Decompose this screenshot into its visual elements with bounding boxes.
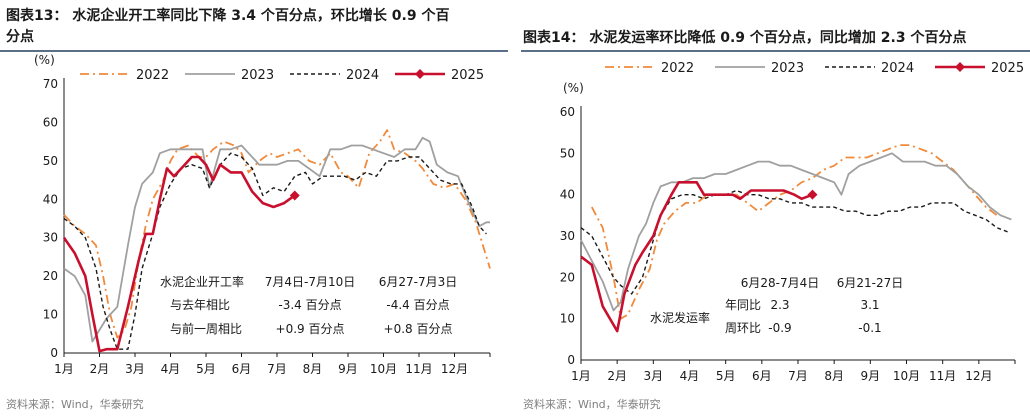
legend-label-2024: 2024 [346,68,379,83]
legend-label-2023: 2023 [241,68,274,83]
legend-label-2022: 2022 [661,61,694,76]
y-axis-unit-label: (%) [34,53,55,67]
table-row-value-1: -0.9 [768,321,791,335]
y-tick-label: 40 [560,188,575,202]
table-row-label: 与去年相比 [170,298,230,312]
table-row-label: 周环比 [725,321,761,335]
y-tick-label: 10 [560,312,575,326]
left-source-note: 资料来源：Wind，华泰研究 [6,398,144,411]
x-tick-label: 10月 [370,362,397,376]
x-tick-label: 9月 [861,369,881,383]
x-tick-label: 4月 [680,369,700,383]
y-tick-label: 30 [560,229,575,243]
x-tick-label: 3月 [125,362,145,376]
x-tick-label: 1月 [54,362,74,376]
table-row-value-1: -3.4 百分点 [278,298,341,312]
x-tick-label: 12月 [441,362,468,376]
x-tick-label: 11月 [929,369,956,383]
y-tick-label: 50 [560,146,575,160]
y-tick-label: 50 [43,154,58,168]
table-col2-header: 6月27-7月3日 [379,275,458,289]
series-endpoint-marker-2025 [807,189,818,200]
y-tick-label: 10 [43,308,58,322]
legend-marker-2025 [415,69,425,79]
series-line-2023 [63,136,490,343]
right-chart-panel: 图表14： 水泥发运率环比降低 0.9 个百分点，同比增加 2.3 个百分点 (… [515,0,1030,416]
right-chart-title: 图表14： 水泥发运率环比降低 0.9 个百分点，同比增加 2.3 个百分点 [523,30,967,46]
legend-label-2025: 2025 [991,61,1024,76]
table-row-value-1: 2.3 [770,298,789,312]
x-tick-label: 8月 [824,369,844,383]
x-tick-label: 10月 [893,369,920,383]
table-metric-label: 水泥发运率 [650,310,710,325]
table-col1-header: 6月28-7月4日 [741,276,820,290]
legend-label-2023: 2023 [771,61,804,76]
right-line-chart: (%) 0 10 20 30 40 50 60 1月 2月 3月 4月 5月 6月 7月 8月 9月 10月 11月… [560,61,1024,383]
y-tick-label: 30 [43,231,58,245]
x-tick-label: 5月 [716,369,736,383]
x-tick-label: 3月 [644,369,664,383]
series-line-2023 [580,152,1012,312]
left-chart-title: 图表13： 水泥企业开工率同比下降 3.4 个百分点，环比增长 0.9 个百 分… [6,6,449,48]
y-axis-unit-label: (%) [563,81,584,95]
table-col2-header: 6月21-27日 [837,276,904,290]
table-row-value-1: +0.9 百分点 [276,322,345,336]
series-line-2024 [63,152,487,350]
table-row-label: 年同比 [725,298,761,312]
legend-label-2022: 2022 [136,68,169,83]
legend-label-2024: 2024 [881,61,914,76]
table-metric-label: 水泥企业开工率 [160,274,244,289]
y-tick-label: 40 [43,192,58,206]
legend-marker-2025 [955,62,965,72]
x-tick-label: 9月 [338,362,358,376]
y-tick-label: 0 [50,346,58,360]
x-tick-label: 7月 [788,369,808,383]
x-tick-label: 6月 [752,369,772,383]
series-line-2025 [580,181,813,333]
table-row-value-2: -4.4 百分点 [386,298,449,312]
y-tick-label: 70 [43,77,58,91]
table-col1-header: 7月4日-7月10日 [265,275,356,289]
table-row-label: 与前一周相比 [170,321,242,336]
x-tick-label: 8月 [303,362,323,376]
table-row-value-2: -0.1 [858,321,881,335]
series-endpoint-marker-2025 [289,190,300,201]
y-tick-label: 0 [567,353,575,367]
left-chart-panel: 图表13： 水泥企业开工率同比下降 3.4 个百分点，环比增长 0.9 个百 分… [0,6,508,411]
x-tick-label: 4月 [161,362,181,376]
x-tick-label: 6月 [232,362,252,376]
x-tick-label: 2月 [607,369,627,383]
x-tick-label: 5月 [196,362,216,376]
x-tick-label: 1月 [571,369,591,383]
right-source-note: 资料来源：Wind，华泰研究 [523,398,661,411]
x-tick-label: 12月 [965,369,992,383]
left-title-line1: 图表13： 水泥企业开工率同比下降 3.4 个百分点，环比增长 0.9 个百 [6,8,450,24]
left-title-line2: 分点 [6,29,34,45]
x-tick-label: 2月 [90,362,110,376]
series-line-2022 [591,144,998,320]
x-tick-label: 11月 [405,362,432,376]
right-title-rule [521,50,1030,52]
legend-label-2025: 2025 [451,68,484,83]
y-tick-label: 60 [43,115,58,129]
y-tick-label: 60 [560,105,575,119]
table-row-value-2: +0.8 百分点 [384,322,453,336]
x-tick-label: 7月 [267,362,287,376]
series-line-2022 [63,129,491,339]
series-line-2025 [62,155,296,353]
series-line-2024 [580,189,1009,295]
y-tick-label: 20 [43,269,58,283]
y-tick-label: 20 [560,270,575,284]
left-title-rule [0,50,508,52]
left-line-chart: (%) 0 10 20 30 40 50 60 70 1月 2月 3月 4月 5月 6月 7月 8月 9月 10月 1… [34,53,491,376]
table-row-value-2: 3.1 [860,298,879,312]
